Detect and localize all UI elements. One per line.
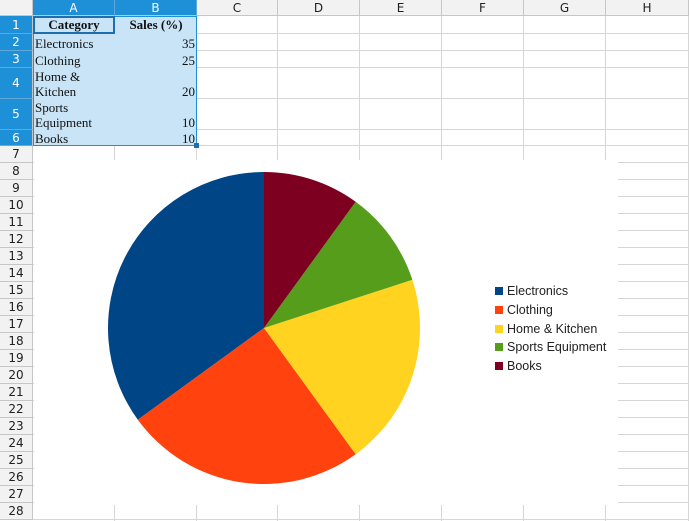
- row-header-17[interactable]: 17: [0, 316, 33, 333]
- row-header-28[interactable]: 28: [0, 503, 33, 520]
- row-gridline: [33, 519, 689, 520]
- row-gridline: [33, 33, 689, 34]
- row-gridline: [33, 129, 689, 130]
- row-header-3[interactable]: 3: [0, 51, 33, 68]
- pie-slice-clothing: [137, 328, 356, 485]
- legend-label: Books: [507, 359, 542, 374]
- legend-swatch: [495, 287, 503, 296]
- column-header-a[interactable]: A: [33, 0, 115, 16]
- row-header-20[interactable]: 20: [0, 367, 33, 384]
- cell-a6[interactable]: Books: [35, 131, 69, 146]
- legend-label: Home & Kitchen: [507, 321, 598, 336]
- row-header-11[interactable]: 11: [0, 214, 33, 231]
- row-header-10[interactable]: 10: [0, 197, 33, 214]
- row-header-22[interactable]: 22: [0, 401, 33, 418]
- legend-label: Clothing: [507, 303, 553, 318]
- legend-item: Sports Equipment: [495, 338, 606, 357]
- row-header-12[interactable]: 12: [0, 231, 33, 248]
- column-header-e[interactable]: E: [360, 0, 442, 16]
- legend-swatch: [495, 324, 503, 333]
- cell-a5[interactable]: Sports Equipment: [35, 100, 93, 130]
- column-header-f[interactable]: F: [442, 0, 524, 16]
- row-header-27[interactable]: 27: [0, 486, 33, 503]
- legend-item: Clothing: [495, 301, 606, 320]
- row-header-1[interactable]: 1: [0, 16, 33, 34]
- cell-b2[interactable]: 35: [182, 36, 195, 51]
- pie-chart: [107, 172, 420, 485]
- cell-a1[interactable]: Category: [48, 17, 100, 32]
- row-header-21[interactable]: 21: [0, 384, 33, 401]
- column-header-d[interactable]: D: [278, 0, 360, 16]
- cell-b1[interactable]: Sales (%): [129, 17, 183, 32]
- legend-swatch: [495, 362, 503, 371]
- row-header-16[interactable]: 16: [0, 299, 33, 316]
- cell-b4[interactable]: 20: [182, 84, 195, 99]
- legend-label: Sports Equipment: [507, 340, 607, 355]
- chart-legend: Electronics Clothing Home & Kitchen Sports …: [495, 282, 606, 375]
- pie-slice-electronics: [107, 172, 264, 420]
- cell-a4[interactable]: Home & Kitchen: [35, 69, 81, 99]
- cell-a2[interactable]: Electronics: [35, 36, 94, 51]
- row-header-6[interactable]: 6: [0, 130, 33, 146]
- row-header-15[interactable]: 15: [0, 282, 33, 299]
- row-header-19[interactable]: 19: [0, 350, 33, 367]
- row-header-24[interactable]: 24: [0, 435, 33, 452]
- selected-range[interactable]: [33, 16, 197, 146]
- column-header-b[interactable]: B: [115, 0, 197, 16]
- pie-slice-sports-equipment: [264, 201, 413, 328]
- column-header-c[interactable]: C: [197, 0, 278, 16]
- row-header-26[interactable]: 26: [0, 469, 33, 486]
- legend-swatch: [495, 306, 503, 315]
- legend-item: Electronics: [495, 282, 606, 301]
- pie-slice-books: [264, 172, 356, 328]
- row-header-4[interactable]: 4: [0, 68, 33, 99]
- row-header-14[interactable]: 14: [0, 265, 33, 282]
- row-header-5[interactable]: 5: [0, 99, 33, 130]
- cell-b5[interactable]: 10: [182, 115, 195, 130]
- row-header-23[interactable]: 23: [0, 418, 33, 435]
- row-header-13[interactable]: 13: [0, 248, 33, 265]
- cell-b6[interactable]: 10: [182, 131, 195, 146]
- row-header-25[interactable]: 25: [0, 452, 33, 469]
- row-header-18[interactable]: 18: [0, 333, 33, 350]
- column-header-h[interactable]: H: [606, 0, 689, 16]
- row-gridline: [33, 98, 689, 99]
- pie-slice-home-kitchen: [264, 279, 420, 455]
- legend-label: Electronics: [507, 284, 569, 299]
- row-header-9[interactable]: 9: [0, 180, 33, 197]
- legend-swatch: [495, 343, 503, 352]
- row-header-2[interactable]: 2: [0, 34, 33, 51]
- legend-item: Books: [495, 357, 606, 376]
- active-cell-cursor: [33, 16, 115, 34]
- row-gridline: [33, 67, 689, 68]
- legend-item: Home & Kitchen: [495, 319, 606, 338]
- row-gridline: [33, 50, 689, 51]
- cell-b3[interactable]: 25: [182, 53, 195, 68]
- column-header-g[interactable]: G: [524, 0, 606, 16]
- row-header-7[interactable]: 7: [0, 146, 33, 163]
- row-gridline: [33, 145, 689, 146]
- row-header-8[interactable]: 8: [0, 163, 33, 180]
- select-all-corner[interactable]: [0, 0, 33, 16]
- cell-a3[interactable]: Clothing: [35, 53, 81, 68]
- pie-chart-object[interactable]: Electronics Clothing Home & Kitchen Sports …: [34, 160, 618, 505]
- autofill-handle[interactable]: [194, 143, 199, 148]
